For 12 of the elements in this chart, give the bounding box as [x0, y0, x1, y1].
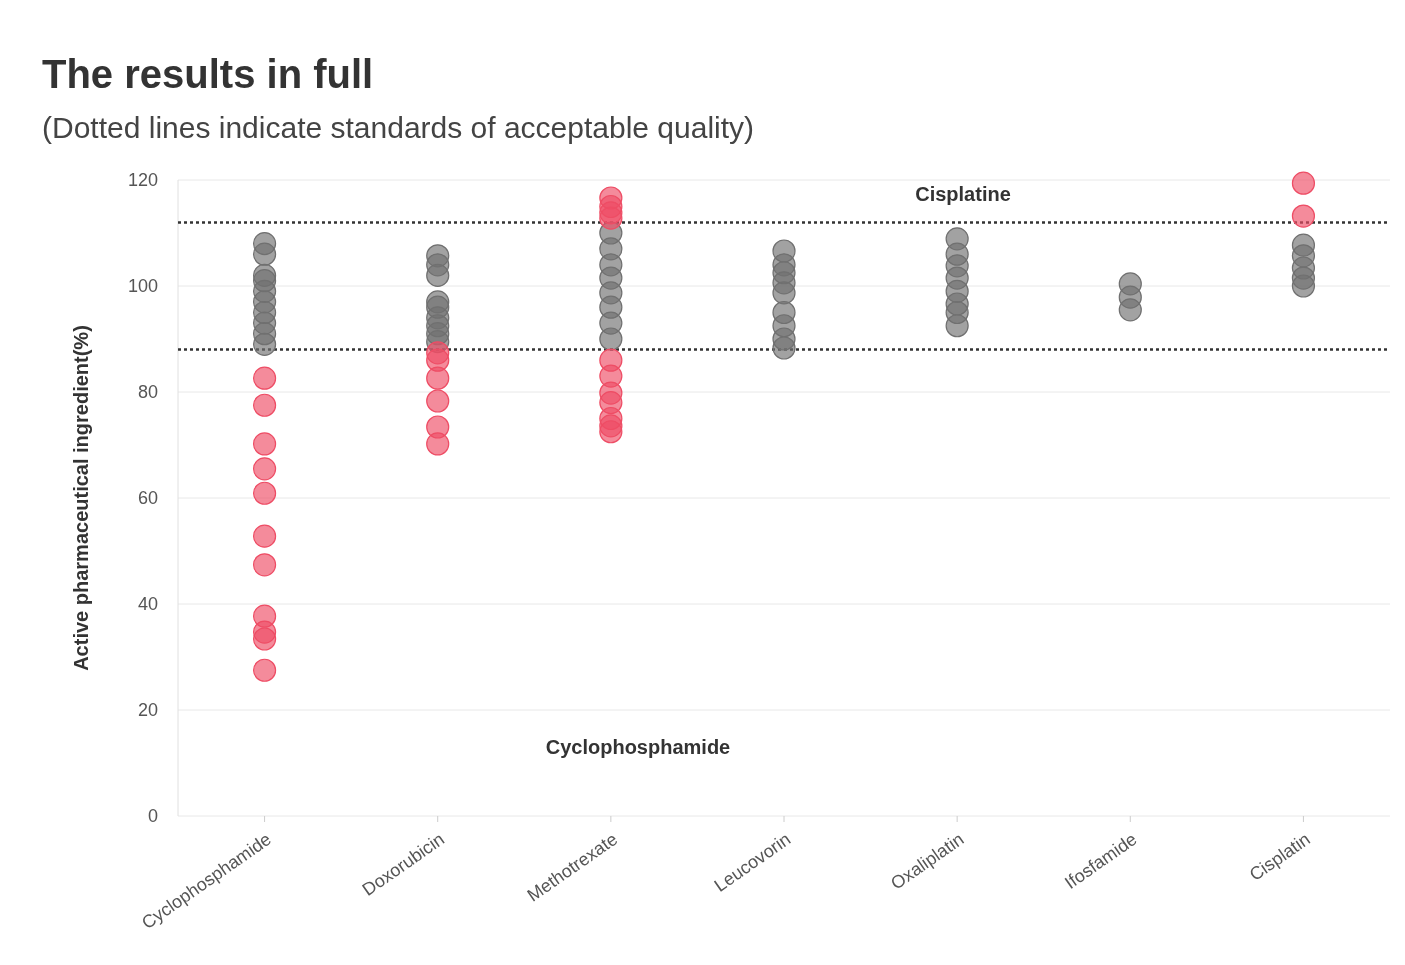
- y-tick-label: 0: [147, 806, 158, 826]
- annotation: Cyclophosphamide: [545, 736, 731, 758]
- annotation: Cisplatine: [915, 183, 1011, 205]
- y-axis-title: Active pharmaceutical ingredient(%): [70, 325, 92, 671]
- y-tick-label: 100: [127, 276, 158, 296]
- y-tick-label: 60: [137, 488, 158, 508]
- y-tick-label: 80: [137, 382, 158, 402]
- y-tick-label: 40: [137, 594, 158, 614]
- y-tick-label: 120: [127, 170, 158, 190]
- chart-title: The results in full: [42, 52, 374, 96]
- chart-subtitle: (Dotted lines indicate standards of acceptable quality): [42, 111, 755, 144]
- y-tick-label: 20: [137, 700, 158, 720]
